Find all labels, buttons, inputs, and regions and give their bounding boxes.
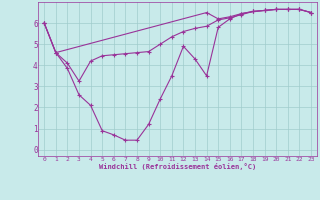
- X-axis label: Windchill (Refroidissement éolien,°C): Windchill (Refroidissement éolien,°C): [99, 163, 256, 170]
